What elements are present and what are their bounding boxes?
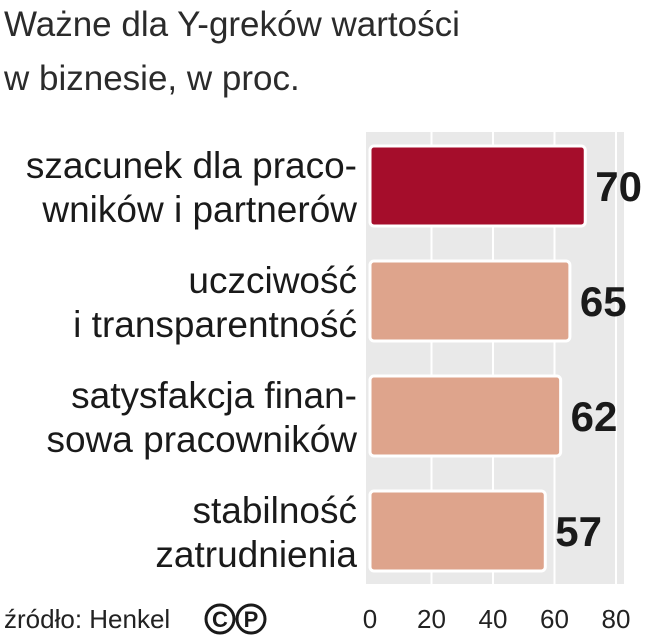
press-logo-icon: P bbox=[235, 603, 267, 635]
category-label: sowa pracowników bbox=[46, 419, 357, 460]
x-axis-ticks: 0 20 40 60 80 bbox=[363, 604, 631, 634]
category-labels: szacunek dla praco-wników i partnerów ucz… bbox=[26, 145, 358, 575]
bars bbox=[368, 144, 587, 573]
category-label: wników i partnerów bbox=[41, 189, 357, 230]
bar bbox=[368, 259, 572, 343]
copyright-letter: C bbox=[212, 607, 228, 632]
tick-label: 60 bbox=[540, 604, 569, 634]
category-label: stabilność bbox=[192, 490, 357, 531]
chart-title-line-1: Ważne dla Y-greków wartości bbox=[4, 5, 460, 44]
value-label: 65 bbox=[580, 278, 627, 325]
category-label: satysfakcja finan- bbox=[71, 375, 357, 416]
value-labels: 70 65 62 57 bbox=[555, 163, 642, 555]
copyright-logo-icon: C bbox=[204, 603, 236, 635]
source-note: źródło: Henkel bbox=[4, 604, 170, 634]
tick-label: 20 bbox=[417, 604, 446, 634]
tick-label: 40 bbox=[479, 604, 508, 634]
value-label: 62 bbox=[571, 393, 618, 440]
category-label: zatrudnienia bbox=[155, 534, 357, 575]
tick-label: 80 bbox=[602, 604, 631, 634]
bar bbox=[368, 144, 587, 228]
value-label: 70 bbox=[595, 163, 642, 210]
bar bbox=[368, 374, 563, 458]
bar bbox=[368, 489, 547, 573]
chart-title-line-2: w biznesie, w proc. bbox=[3, 59, 300, 98]
tick-label: 0 bbox=[363, 604, 377, 634]
category-label: uczciwość bbox=[188, 260, 357, 301]
press-letter: P bbox=[244, 607, 259, 632]
value-label: 57 bbox=[555, 508, 602, 555]
category-label: szacunek dla praco- bbox=[26, 145, 357, 186]
category-label: i transparentność bbox=[73, 304, 357, 345]
